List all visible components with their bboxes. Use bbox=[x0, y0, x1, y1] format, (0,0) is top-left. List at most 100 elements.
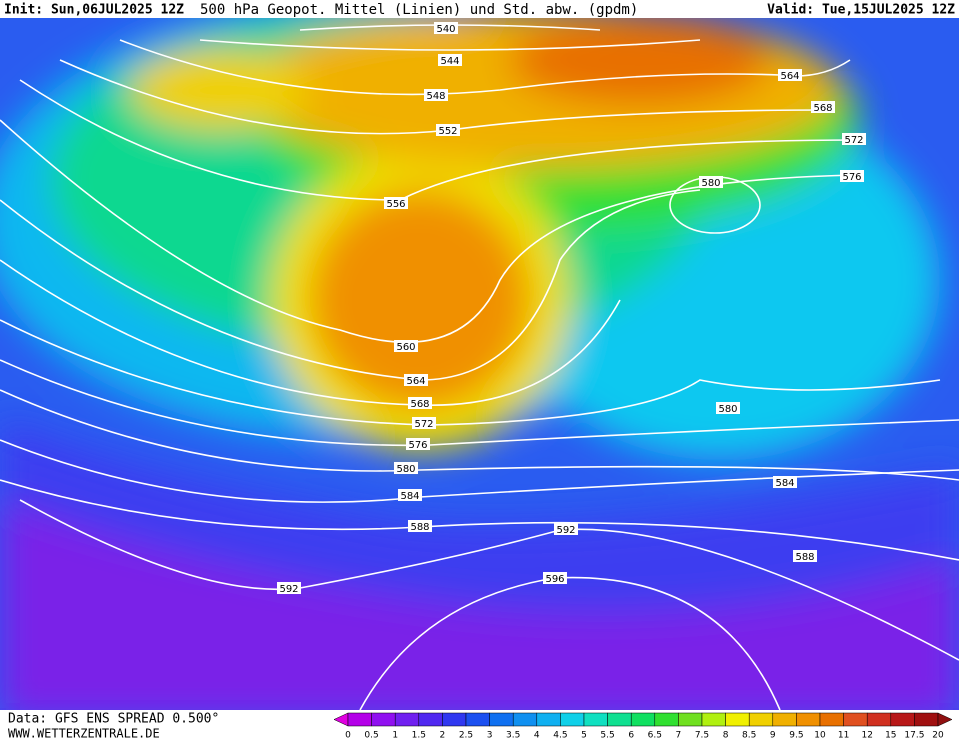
valid-time: Valid: Tue,15JUL2025 12Z bbox=[767, 3, 955, 18]
colorbar-cell bbox=[914, 712, 939, 727]
colorbar-cell bbox=[583, 712, 608, 727]
colorbar-tick-label: 1.5 bbox=[412, 731, 426, 741]
colorbar-tick-label: 5 bbox=[581, 731, 587, 741]
label-box bbox=[404, 374, 428, 386]
contour-label: 592 bbox=[556, 525, 575, 536]
contour-label: 580 bbox=[718, 404, 737, 415]
label-box bbox=[398, 489, 422, 501]
contour-label: 572 bbox=[844, 135, 863, 146]
colorbar-cell bbox=[748, 712, 774, 727]
label-box bbox=[778, 69, 802, 81]
label-box bbox=[436, 124, 460, 136]
colorbar-cell bbox=[654, 712, 679, 727]
colorbar-tick-label: 7 bbox=[676, 731, 682, 741]
colorbar-cell bbox=[890, 712, 915, 727]
label-box bbox=[699, 176, 723, 188]
colorbar-cell bbox=[701, 712, 726, 727]
contour-label: 540 bbox=[436, 24, 455, 35]
contour-label: 556 bbox=[386, 199, 405, 210]
colorbar-cell bbox=[772, 712, 797, 727]
colorbar-tick-label: 7.5 bbox=[695, 731, 709, 741]
label-box bbox=[394, 462, 418, 474]
label-box bbox=[408, 520, 432, 532]
colorbar-arrow-high bbox=[937, 712, 953, 727]
data-source: Data: GFS ENS SPREAD 0.500° bbox=[8, 712, 219, 727]
label-box bbox=[811, 101, 835, 113]
colorbar-cell bbox=[394, 712, 420, 727]
colorbar-tick-label: 12 bbox=[861, 731, 872, 741]
colorbar-cell bbox=[560, 712, 585, 727]
contour-label: 572 bbox=[414, 419, 433, 430]
contour-label: 568 bbox=[410, 399, 429, 410]
contour-label: 588 bbox=[795, 552, 814, 563]
colorbar-tick-label: 4.5 bbox=[553, 731, 567, 741]
colorbar-cell bbox=[819, 712, 844, 727]
contour-label: 564 bbox=[406, 376, 425, 387]
colorbar-tick-label: 8.5 bbox=[742, 731, 756, 741]
label-box bbox=[434, 22, 458, 34]
colorbar-tick-label: 10 bbox=[814, 731, 826, 741]
colorbar-tick-label: 17.5 bbox=[904, 731, 924, 741]
colorbar-tick-label: 8 bbox=[723, 731, 729, 741]
contour-label: 584 bbox=[400, 491, 419, 502]
colorbar-tick-label: 4 bbox=[534, 731, 540, 741]
colorbar-tick-label: 3.5 bbox=[506, 731, 520, 741]
colorbar-cell bbox=[512, 712, 538, 727]
colorbar-tick-label: 3 bbox=[487, 731, 493, 741]
contour-labels: 540 544 548 552 556 560 564 568 572 576 580 584 588 5… bbox=[277, 22, 866, 595]
colorbar-cell bbox=[678, 712, 703, 727]
header-bar bbox=[0, 0, 959, 18]
colorbar: 0 0.5 1 1.5 2 2.5 3 3.5 4 4.5 5 5.5 6 6.5 7 7.5 8 8.5 9 9.5… bbox=[333, 712, 953, 741]
spread-field bbox=[0, 18, 959, 710]
label-box bbox=[438, 54, 462, 66]
label-box bbox=[773, 476, 797, 488]
colorbar-cell bbox=[347, 712, 372, 727]
contour-label: 552 bbox=[438, 126, 457, 137]
colorbar-tick-label: 15 bbox=[885, 731, 896, 741]
colorbar-arrow-low bbox=[333, 712, 349, 727]
colorbar-tick-label: 1 bbox=[392, 731, 398, 741]
label-box bbox=[406, 438, 430, 450]
colorbar-tick-label: 11 bbox=[838, 731, 849, 741]
contour-label: 544 bbox=[440, 56, 459, 67]
colorbar-cell bbox=[536, 712, 561, 727]
colorbar-tick-label: 9.5 bbox=[789, 731, 803, 741]
colorbar-tick-label: 0 bbox=[345, 731, 351, 741]
label-box bbox=[842, 133, 866, 145]
colorbar-cell bbox=[843, 712, 868, 727]
contour-label: 576 bbox=[408, 440, 427, 451]
colorbar-cell bbox=[866, 712, 892, 727]
contour-label: 568 bbox=[813, 103, 832, 114]
website: WWW.WETTERZENTRALE.DE bbox=[8, 727, 160, 741]
label-box bbox=[412, 417, 436, 429]
label-box bbox=[716, 402, 740, 414]
colorbar-cell bbox=[465, 712, 490, 727]
label-box bbox=[277, 582, 301, 594]
colorbar-cell bbox=[796, 712, 821, 727]
contour-label: 576 bbox=[842, 172, 861, 183]
colorbar-cell bbox=[371, 712, 396, 727]
contour-label: 596 bbox=[545, 574, 564, 585]
colorbar-cell bbox=[489, 712, 514, 727]
contour-label: 560 bbox=[396, 342, 415, 353]
contour-label: 580 bbox=[396, 464, 415, 475]
contour-label: 548 bbox=[426, 91, 445, 102]
colorbar-cell bbox=[442, 712, 467, 727]
colorbar-tick-label: 9 bbox=[770, 731, 776, 741]
label-box bbox=[424, 89, 448, 101]
colorbar-tick-label: 5.5 bbox=[600, 731, 614, 741]
contour-label: 584 bbox=[775, 478, 794, 489]
label-box bbox=[840, 170, 864, 182]
colorbar-tick-label: 6 bbox=[628, 731, 634, 741]
colorbar-tick-label: 2 bbox=[440, 731, 446, 741]
contour-label: 588 bbox=[410, 522, 429, 533]
colorbar-tick-label: 0.5 bbox=[364, 731, 378, 741]
colorbar-cell bbox=[630, 712, 656, 727]
colorbar-tick-label: 20 bbox=[932, 731, 944, 741]
label-box bbox=[793, 550, 817, 562]
label-box bbox=[543, 572, 567, 584]
map-title: 500 hPa Geopot. Mittel (Linien) und Std.… bbox=[200, 2, 638, 18]
contour-label: 592 bbox=[279, 584, 298, 595]
colorbar-cell bbox=[607, 712, 632, 727]
